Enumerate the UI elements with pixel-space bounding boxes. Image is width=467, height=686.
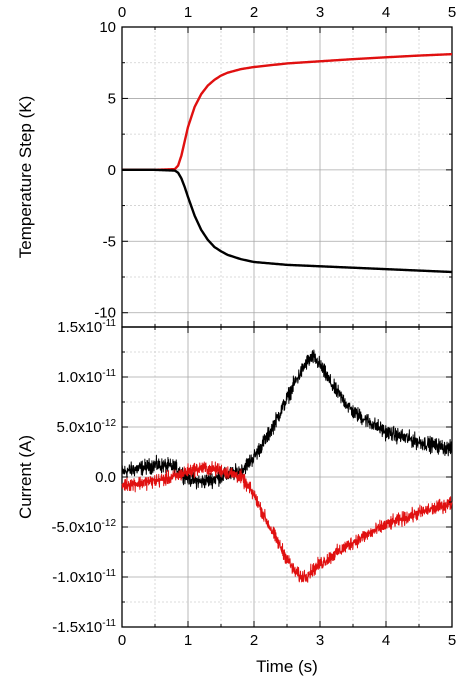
temperature-series xyxy=(121,52,453,274)
current-y-tick-label: 1.0x10-11 xyxy=(57,368,116,386)
current-axis-ticks: 0 1 2 3 4 5 1.5x10-11 1.0x10-11 5.0x10-12 0.0 -5.0… xyxy=(52,318,457,649)
current-y-tick-label: -1.0x10-11 xyxy=(52,568,116,586)
current-y-tick-label: -1.5x10-11 xyxy=(52,618,116,636)
current-x-tick-label: 5 xyxy=(448,632,456,649)
current-x-tick-label: 3 xyxy=(316,632,324,649)
temperature-top-x-tick-label: 5 xyxy=(448,4,456,21)
current-y-tick-label: 0.0 xyxy=(95,469,116,486)
current-series xyxy=(121,349,453,583)
current-x-tick-label: 4 xyxy=(382,632,390,649)
temperature-series-0-line xyxy=(121,52,453,172)
temperature-top-x-tick-label: 0 xyxy=(118,4,126,21)
current-y-tick-label: 1.5x10-11 xyxy=(57,318,116,336)
temperature-y-tick-label: 0 xyxy=(108,162,116,179)
temperature-y-tick-label: 5 xyxy=(108,90,116,107)
temperature-y-tick-label: -10 xyxy=(94,305,116,322)
temperature-top-x-tick-label: 1 xyxy=(184,4,192,21)
current-y-tick-label: 5.0x10-12 xyxy=(57,418,117,436)
temperature-top-x-tick-label: 4 xyxy=(382,4,390,21)
temperature-panel: 0 1 2 3 4 5 10 5 0 -5 -10 Temperature Step (K) xyxy=(16,4,456,328)
temperature-top-x-tick-label: 2 xyxy=(250,4,258,21)
current-x-tick-label: 0 xyxy=(118,632,126,649)
current-x-tick-label: 1 xyxy=(184,632,192,649)
time-x-axis-label: Time (s) xyxy=(256,657,318,676)
temperature-y-tick-label: 10 xyxy=(99,19,116,36)
current-series-1-line xyxy=(121,461,453,583)
current-panel: 0 1 2 3 4 5 1.5x10-11 1.0x10-11 5.0x10-12 0.0 -5.0… xyxy=(16,318,456,676)
current-x-tick-label: 2 xyxy=(250,632,258,649)
temperature-top-x-tick-label: 3 xyxy=(316,4,324,21)
current-y-tick-label: -5.0x10-12 xyxy=(52,518,117,536)
current-y-axis-label: Current (A) xyxy=(16,435,35,519)
temperature-series-1-line xyxy=(121,168,453,274)
temperature-axis-ticks: 0 1 2 3 4 5 10 5 0 -5 -10 xyxy=(94,4,456,327)
temperature-y-axis-label: Temperature Step (K) xyxy=(16,96,35,259)
temperature-y-tick-label: -5 xyxy=(103,233,116,250)
temperature-gridlines xyxy=(122,27,452,327)
